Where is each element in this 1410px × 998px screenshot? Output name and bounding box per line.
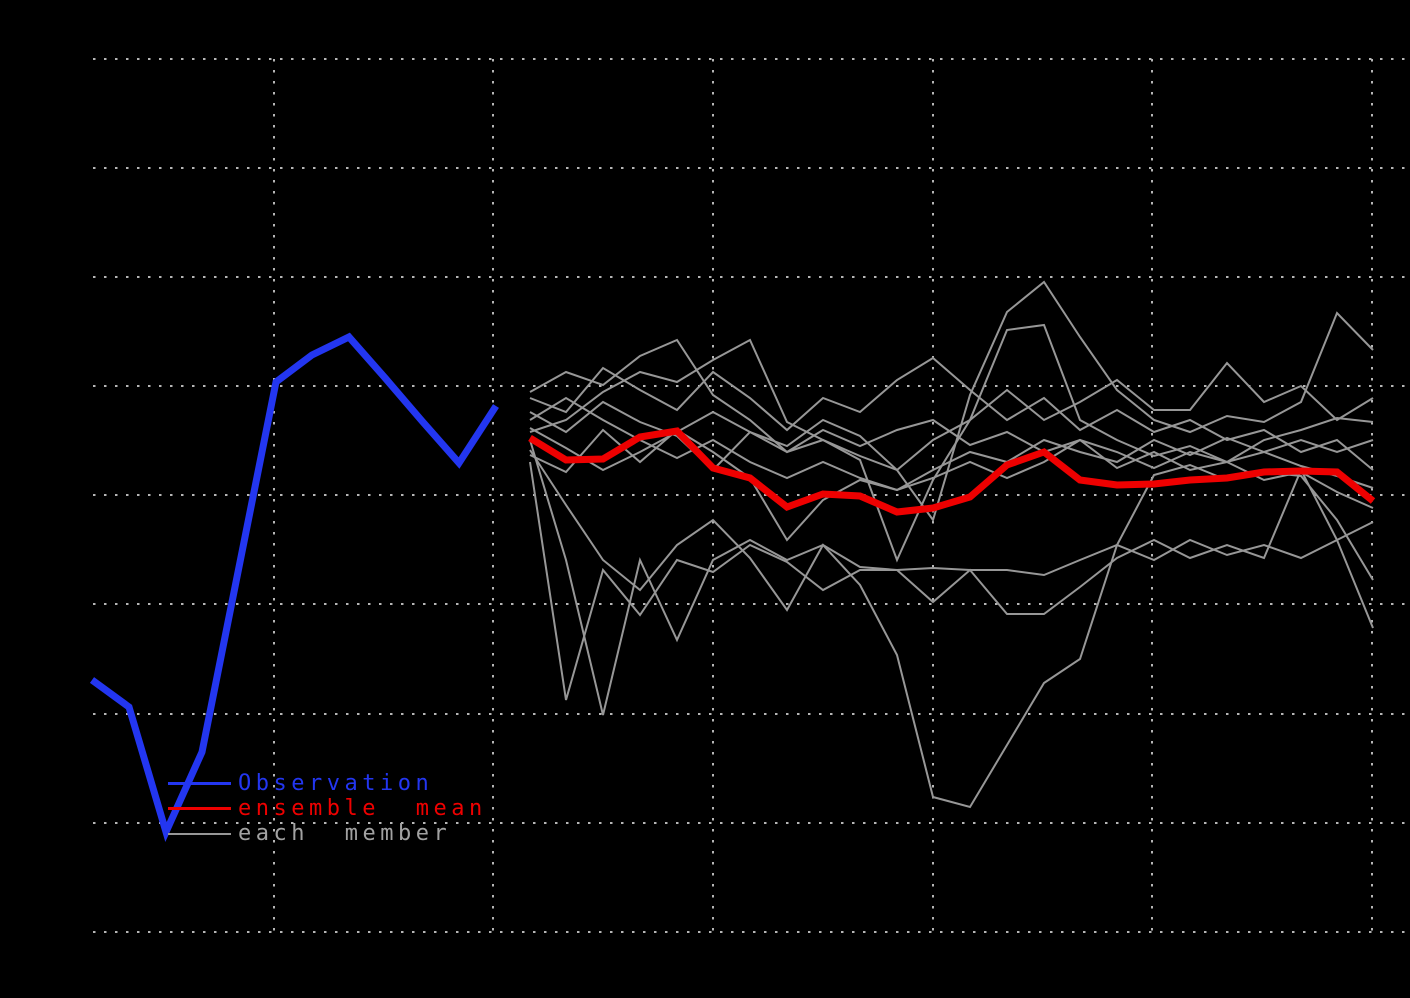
legend-item-ensemble-mean: ensemble mean [168, 796, 487, 821]
member-line-3 [529, 338, 1374, 509]
member-line-6 [529, 361, 1374, 472]
legend-line-each-member [168, 832, 231, 835]
legend-line-observation [168, 782, 231, 785]
gridlines [93, 58, 1406, 933]
legend-label-each-member: each member [238, 821, 452, 846]
legend: Observation ensemble mean each member [168, 771, 487, 846]
legend-label-observation: Observation [238, 771, 434, 796]
legend-item-observation: Observation [168, 771, 487, 796]
member-line-5 [529, 280, 1374, 523]
member-line-7 [529, 439, 1374, 716]
ensemble-mean-line [528, 427, 1376, 516]
ensemble-member-lines [529, 280, 1374, 809]
member-line-9 [529, 428, 1374, 542]
member-line-4 [529, 323, 1374, 563]
member-line-10 [529, 396, 1374, 492]
observation-line [89, 332, 499, 843]
legend-line-ensemble-mean [168, 807, 231, 810]
member-line-2 [529, 461, 1374, 701]
legend-item-each-member: each member [168, 821, 487, 846]
legend-label-ensemble-mean: ensemble mean [238, 796, 487, 821]
member-line-8 [529, 356, 1374, 471]
